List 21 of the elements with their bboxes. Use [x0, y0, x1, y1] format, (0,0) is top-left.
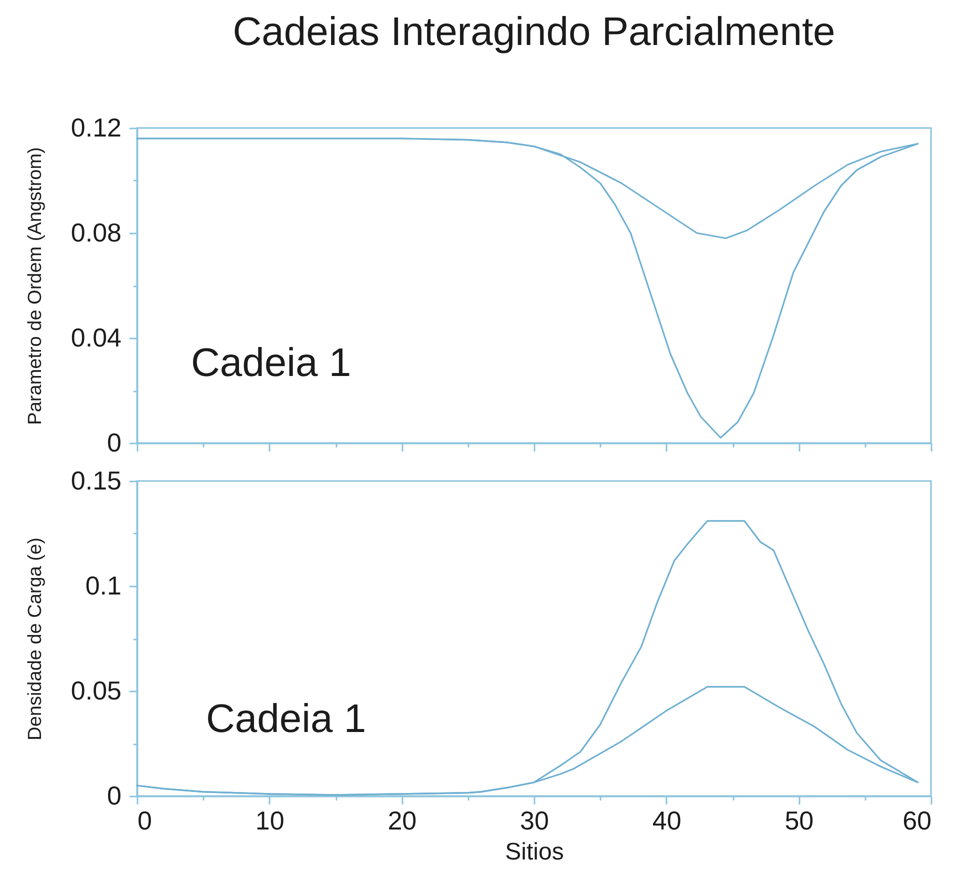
- y-tick-label: 0.15: [70, 466, 122, 496]
- y-tick-label: 0: [107, 780, 122, 810]
- y-tick-label: 0.12: [70, 112, 122, 142]
- x-axis-title: Sitios: [505, 838, 564, 866]
- x-tick-label: 60: [902, 806, 932, 836]
- x-tick-label: 40: [652, 806, 682, 836]
- chart-title: Cadeias Interagindo Parcialmente: [232, 10, 836, 54]
- x-tick-label: 0: [138, 806, 152, 836]
- y-axis-title: Densidade de Carga (e): [24, 538, 46, 740]
- annotation: Cadeia 1: [206, 697, 366, 741]
- y-axis-title: Parametro de Ordem (Angstrom): [24, 147, 46, 425]
- x-tick-label: 20: [388, 806, 417, 836]
- y-tick-label: 0.1: [85, 570, 122, 600]
- y-tick-label: 0.08: [70, 218, 122, 248]
- y-tick-label: 0: [107, 428, 122, 458]
- y-tick-label: 0.04: [70, 322, 122, 352]
- annotation: Cadeia 1: [191, 341, 352, 385]
- x-tick-label: 30: [520, 806, 549, 836]
- x-tick-label: 50: [784, 806, 814, 836]
- x-tick-label: 10: [255, 806, 284, 836]
- y-tick-label: 0.05: [70, 676, 122, 706]
